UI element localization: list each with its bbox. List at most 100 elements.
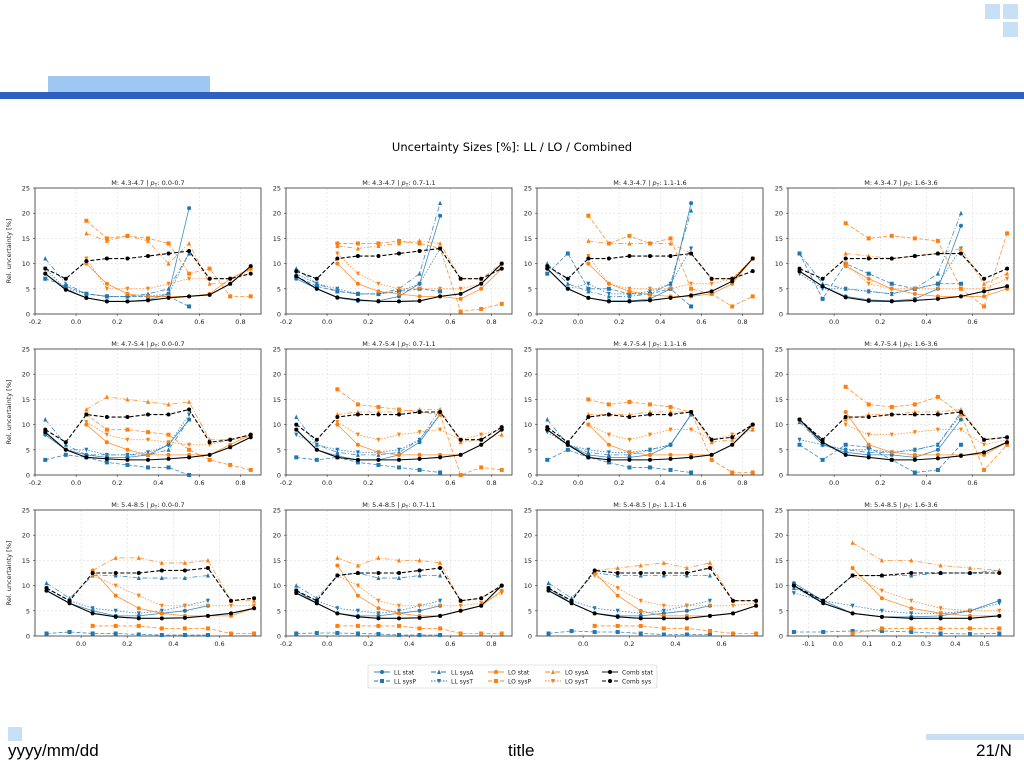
series-line [548,567,757,602]
series-line [594,575,757,607]
data-point [479,281,484,286]
data-point [417,238,422,243]
y-tick-label: 0 [779,472,783,480]
series-comb-stat [545,422,755,462]
data-point [43,427,48,432]
data-point [125,286,130,292]
series-line [799,270,1008,302]
x-tick-label: 0.8 [486,479,496,487]
data-point [63,287,68,292]
data-point [843,442,848,447]
data-point [866,432,871,438]
data-point [879,626,884,631]
data-point [935,447,940,452]
data-point [438,560,443,565]
series-line [845,409,1008,441]
data-point [294,455,299,460]
legend-label: LL sysP [394,678,416,685]
data-point [146,238,150,243]
data-point [294,588,299,593]
data-point [958,410,963,414]
series-comb-sys [43,407,253,445]
data-point [84,422,89,427]
y-tick-label: 5 [26,607,30,615]
axes-frame [536,509,764,637]
data-point [866,447,871,453]
data-point [314,630,319,635]
y-tick-label: 5 [277,285,281,293]
data-point [843,410,848,414]
data-point [397,571,401,575]
data-point [335,573,340,578]
x-tick-label: -0.2 [29,479,42,487]
data-point [104,286,109,292]
data-point [314,286,319,291]
data-point [627,254,632,259]
data-point [417,452,422,457]
data-point [182,632,187,637]
data-point [627,457,632,462]
x-tick-label: 0.4 [921,318,931,326]
x-tick-label: 0.6 [445,640,455,648]
data-point [1005,435,1010,440]
data-point [63,452,68,457]
data-point [909,611,914,616]
y-tick-label: 5 [779,446,783,454]
panel-title: M: 4.3-4.7 | pT: 0.7-1.1 [362,179,435,189]
data-point [879,596,884,601]
x-tick-label: 0.6 [445,318,455,326]
data-point [438,294,443,299]
data-point [586,281,591,287]
data-point [335,415,340,420]
data-point [479,306,484,311]
data-point [104,394,109,399]
data-point [136,616,141,621]
y-tick-label: 10 [273,582,281,590]
x-tick-label: 0.8 [486,318,496,326]
data-point [355,623,360,628]
data-point [982,437,987,442]
data-point [113,623,118,628]
data-point [335,251,340,257]
x-tick-label: 0.2 [112,318,122,326]
data-point [335,422,340,427]
data-point [397,240,401,246]
data-point [397,608,401,614]
data-point [335,455,340,460]
x-tick-label: 0.6 [967,318,977,326]
data-point [252,598,257,603]
data-point [709,452,714,457]
data-point [335,623,340,628]
data-point [638,573,643,578]
data-point [797,251,802,256]
y-tick-label: 15 [273,396,281,404]
x-tick-label: 0.4 [950,640,960,648]
data-point [479,596,484,601]
data-point [938,562,943,568]
data-point [182,626,187,631]
data-point [791,629,796,634]
series-line [852,575,1000,612]
data-point [866,236,871,241]
data-point [668,286,673,292]
data-point [797,419,802,425]
data-point [820,437,825,442]
y-tick-label: 15 [524,396,532,404]
data-point [592,568,597,573]
data-point [615,565,620,570]
data-point [397,623,401,628]
data-point [586,238,591,243]
data-point [592,623,597,628]
series-ll-sysp [294,630,443,637]
data-point [791,585,796,591]
series-line [296,203,441,295]
data-point [187,399,192,404]
data-point [104,440,109,445]
data-point [879,588,884,594]
data-point [668,467,673,472]
data-point [499,425,504,430]
data-point [935,412,940,417]
data-point [159,632,164,637]
series-line [793,582,1000,618]
data-point [689,455,694,460]
